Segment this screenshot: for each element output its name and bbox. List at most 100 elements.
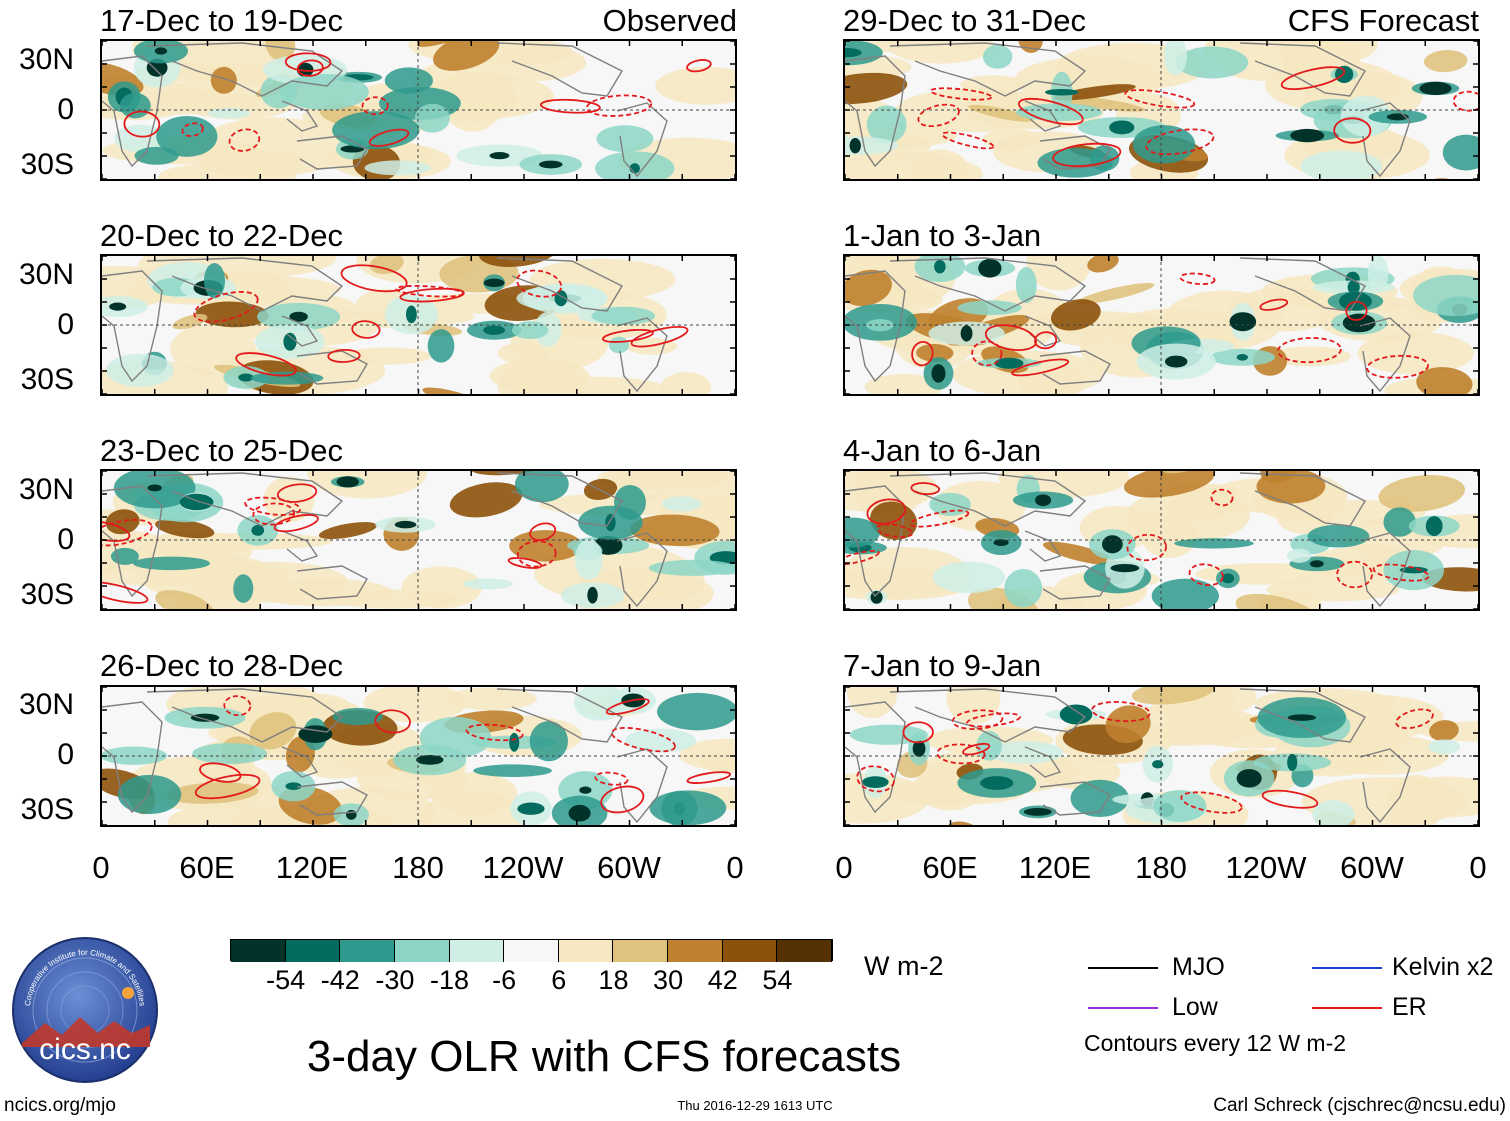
olr-anomaly-negative	[233, 574, 254, 603]
er-contour	[539, 98, 601, 114]
olr-anomaly-strong-negative	[1287, 753, 1298, 771]
coastline	[1039, 781, 1111, 816]
er-contour	[361, 96, 389, 116]
lat-label-eq: 0	[57, 738, 74, 771]
er-contour	[1034, 331, 1058, 350]
olr-anomaly-strong-negative	[1023, 807, 1052, 816]
olr-anomaly-negative	[207, 107, 250, 119]
er-contour	[909, 509, 970, 528]
olr-anomaly-positive	[419, 789, 524, 825]
olr-anomaly-positive	[934, 480, 1026, 531]
olr-anomaly-negative	[1151, 578, 1219, 609]
olr-anomaly-strong-negative	[605, 514, 616, 532]
legend-label-low: Low	[1172, 993, 1218, 1021]
er-contour	[1179, 272, 1216, 285]
olr-anomaly-positive	[1423, 50, 1468, 73]
legend-label-er: ER	[1392, 993, 1427, 1021]
olr-anomaly-negative	[1383, 507, 1416, 537]
er-contour	[273, 514, 319, 533]
panel-title: 4-Jan to 6-Jan	[843, 433, 1042, 468]
olr-anomaly-negative	[1132, 125, 1196, 164]
er-contour	[1345, 300, 1368, 321]
olr-anomaly-negative	[988, 741, 1064, 764]
lon-label: 60W	[1340, 850, 1404, 885]
er-contour	[516, 540, 557, 568]
olr-anomaly-strong-negative	[345, 809, 357, 820]
er-contour	[252, 502, 295, 526]
olr-anomaly-negative	[473, 764, 552, 777]
coastline	[1359, 317, 1411, 393]
er-contour	[102, 520, 131, 542]
olr-anomaly-negative	[657, 692, 735, 731]
lon-label: 120W	[482, 850, 564, 885]
coastline	[102, 270, 163, 383]
coastline	[1039, 350, 1111, 385]
coastline	[102, 485, 163, 598]
er-contour	[284, 52, 332, 72]
er-contour	[610, 726, 676, 753]
colorbar-tick-label: -18	[430, 965, 470, 995]
er-contour	[902, 721, 934, 744]
author-credit: Carl Schreck (cjschrec@ncsu.edu)	[1213, 1095, 1506, 1116]
olr-anomaly-negative	[106, 353, 174, 387]
coastline	[496, 42, 623, 97]
panel-title: 29-Dec to 31-Dec	[843, 3, 1086, 38]
panel-title: 20-Dec to 22-Dec	[100, 218, 343, 253]
colorbar-tick-label: -54	[266, 965, 306, 995]
olr-anomaly-positive	[449, 482, 523, 518]
olr-anomaly-positive	[509, 530, 583, 562]
olr-anomaly-positive	[845, 72, 908, 105]
er-contour	[374, 709, 411, 734]
olr-anomaly-strong-negative	[587, 586, 598, 604]
coastline	[146, 472, 344, 527]
er-contour	[686, 771, 732, 784]
olr-anomaly-strong-negative	[934, 259, 946, 274]
olr-anomaly-positive	[155, 590, 214, 609]
coastline	[845, 55, 906, 168]
olr-anomaly-strong-negative	[154, 47, 168, 55]
er-contour	[1366, 354, 1429, 379]
coastline	[1024, 530, 1062, 562]
coastline	[102, 701, 163, 814]
er-contour	[1280, 66, 1346, 91]
olr-anomaly-strong-negative	[1221, 573, 1235, 584]
er-contour	[1259, 298, 1289, 311]
olr-anomaly-strong-negative	[517, 802, 545, 815]
er-contour	[951, 709, 1004, 730]
olr-anomaly-strong-negative	[489, 152, 510, 160]
olr-anomaly-negative	[596, 125, 654, 153]
olr-anomaly-negative	[1286, 548, 1312, 563]
lon-label: 60E	[179, 850, 235, 885]
olr-anomaly-positive	[265, 41, 296, 62]
lon-label: 60E	[922, 850, 978, 885]
lat-label-eq: 0	[57, 93, 74, 126]
olr-anomaly-positive	[401, 566, 482, 609]
timestamp: Thu 2016-12-29 1613 UTC	[677, 1098, 833, 1113]
er-contour	[601, 328, 654, 343]
colorbar-swatch	[558, 940, 614, 962]
olr-anomaly-positive	[155, 518, 215, 539]
coastline	[146, 42, 344, 97]
olr-anomaly-strong-negative	[483, 325, 506, 335]
olr-anomaly-negative	[608, 336, 630, 354]
olr-anomaly-strong-negative	[1309, 560, 1324, 568]
lat-label-30n: 30N	[18, 473, 74, 506]
olr-anomaly-strong-negative	[1419, 81, 1452, 96]
er-contour	[516, 269, 563, 298]
olr-anomaly-strong-negative	[1044, 88, 1079, 96]
lat-label-30s: 30S	[20, 578, 74, 611]
er-contour	[911, 341, 934, 367]
website-link[interactable]: ncics.org/mjo	[4, 1095, 116, 1116]
er-contour	[1395, 708, 1434, 730]
olr-anomaly-negative	[1312, 800, 1355, 825]
olr-anomaly-negative	[649, 790, 727, 825]
cics-globe-icon: Cooperative Institute for Climate and Sa…	[12, 937, 158, 1083]
colorbar-tick-label: -30	[375, 965, 415, 995]
olr-anomaly-strong-negative	[1101, 535, 1123, 554]
er-contour	[296, 59, 324, 77]
main-title: 3-day OLR with CFS forecasts	[306, 1032, 902, 1081]
colorbar-tick-label: 30	[653, 965, 684, 995]
olr-anomaly-strong-negative	[980, 776, 1014, 790]
olr-map-panel	[843, 469, 1480, 611]
olr-anomaly-positive	[1043, 541, 1117, 566]
